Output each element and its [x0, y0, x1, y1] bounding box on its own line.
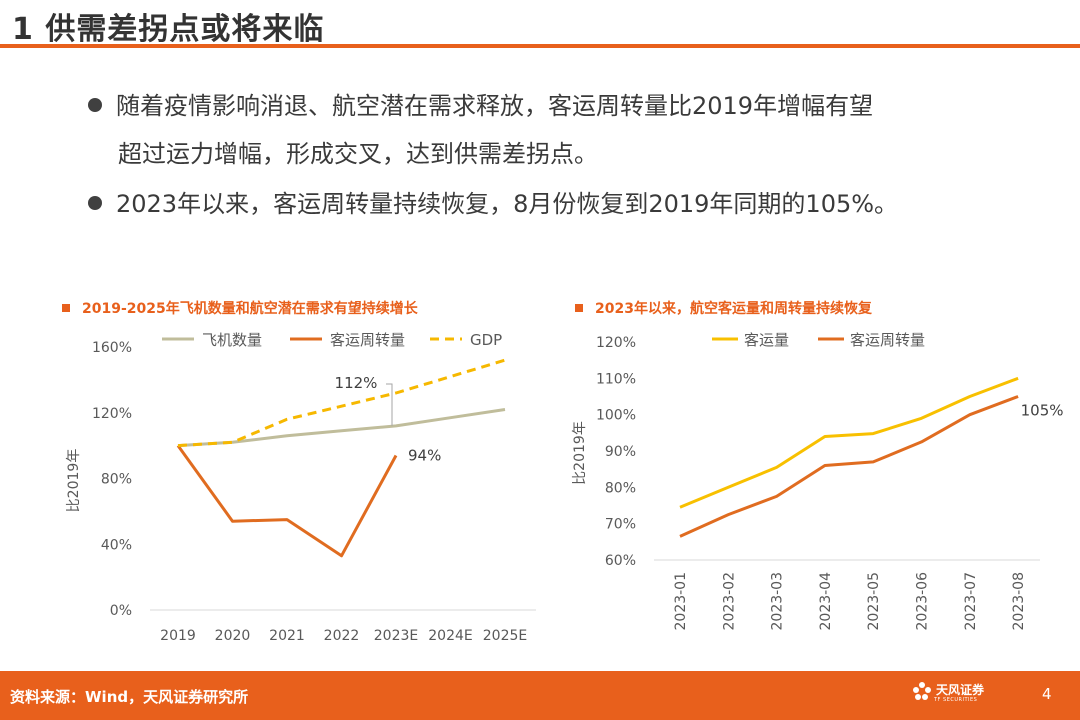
x-tick-label: 2023E: [374, 628, 418, 644]
data-label: 112%: [335, 374, 378, 392]
y-tick-label: 90%: [605, 444, 636, 460]
x-tick-label: 2024E: [428, 628, 472, 644]
series-line-2: [679, 395, 1019, 538]
y-tick-label: 100%: [596, 408, 636, 424]
x-tick-label: 2023-04: [818, 572, 834, 631]
title-marker-icon: [575, 304, 583, 312]
y-tick-label: 110%: [596, 371, 636, 387]
annotation-leader-line: [386, 383, 393, 426]
x-tick-label: 2020: [215, 628, 251, 644]
legend-label: 客运周转量: [330, 331, 405, 349]
bullet-dot: [88, 98, 102, 112]
flower-logo-icon: [913, 682, 931, 700]
x-tick-label: 2023-02: [721, 572, 737, 631]
bullet-1-line-1: 随着疫情影响消退、航空潜在需求释放，客运周转量比2019年增幅有望: [116, 92, 874, 120]
series-line-2: [176, 444, 398, 558]
x-tick-label: 2025E: [483, 628, 527, 644]
series-line-1: [679, 376, 1019, 509]
source-note: 资料来源：Wind，天风证券研究所: [10, 688, 249, 706]
logo-subtext: TF SECURITIES: [934, 697, 978, 703]
y-tick-label: 120%: [92, 406, 132, 422]
y-tick-label: 80%: [101, 472, 132, 488]
title-divider: [0, 44, 1080, 48]
x-tick-label: 2023-08: [1011, 572, 1027, 631]
x-tick-label: 2023-05: [866, 572, 882, 631]
legend-label: 客运量: [744, 331, 789, 349]
y-tick-label: 0%: [110, 603, 132, 619]
x-tick-label: 2023-01: [673, 572, 689, 631]
series-line-1: [177, 408, 506, 448]
bullet-dot: [88, 196, 102, 210]
footer-bar: [0, 671, 1080, 720]
x-tick-label: 2023-03: [770, 572, 786, 631]
y-axis-label: 比2019年: [572, 421, 588, 485]
bullet-1-line-2: 超过运力增幅，形成交叉，达到供需差拐点。: [118, 140, 598, 168]
x-tick-label: 2022: [324, 628, 360, 644]
legend-label: GDP: [470, 331, 502, 349]
logo-text: 天风证券: [936, 683, 985, 697]
y-tick-label: 70%: [605, 517, 636, 533]
slide-title: 1 供需差拐点或将来临: [12, 12, 325, 47]
series-line-3: [177, 358, 506, 448]
chart-2-title: 2023年以来，航空客运量和周转量持续恢复: [575, 298, 872, 318]
x-tick-label: 2021: [269, 628, 305, 644]
y-axis-label: 比2019年: [66, 449, 82, 513]
bullet-2-line-1: 2023年以来，客运周转量持续恢复，8月份恢复到2019年同期的105%。: [116, 190, 899, 218]
legend-label: 客运周转量: [850, 331, 925, 349]
title-marker-icon: [62, 304, 70, 312]
data-label: 105%: [1021, 402, 1064, 420]
y-tick-label: 120%: [596, 335, 636, 351]
page-number: 4: [1042, 685, 1052, 703]
company-logo: 天风证券 TF SECURITIES: [912, 681, 984, 703]
legend-label: 飞机数量: [202, 331, 262, 349]
y-tick-label: 160%: [92, 340, 132, 356]
bullet-2: 2023年以来，客运周转量持续恢复，8月份恢复到2019年同期的105%。: [88, 184, 898, 219]
y-tick-label: 60%: [605, 553, 636, 569]
chart-1-title: 2019-2025年飞机数量和航空潜在需求有望持续增长: [62, 298, 418, 318]
bullet-1: 随着疫情影响消退、航空潜在需求释放，客运周转量比2019年增幅有望: [88, 86, 873, 121]
x-tick-label: 2023-07: [963, 572, 979, 631]
y-tick-label: 80%: [605, 480, 636, 496]
x-tick-label: 2023-06: [915, 572, 931, 631]
y-tick-label: 40%: [101, 537, 132, 553]
x-tick-label: 2019: [160, 628, 196, 644]
data-label: 94%: [408, 446, 441, 464]
